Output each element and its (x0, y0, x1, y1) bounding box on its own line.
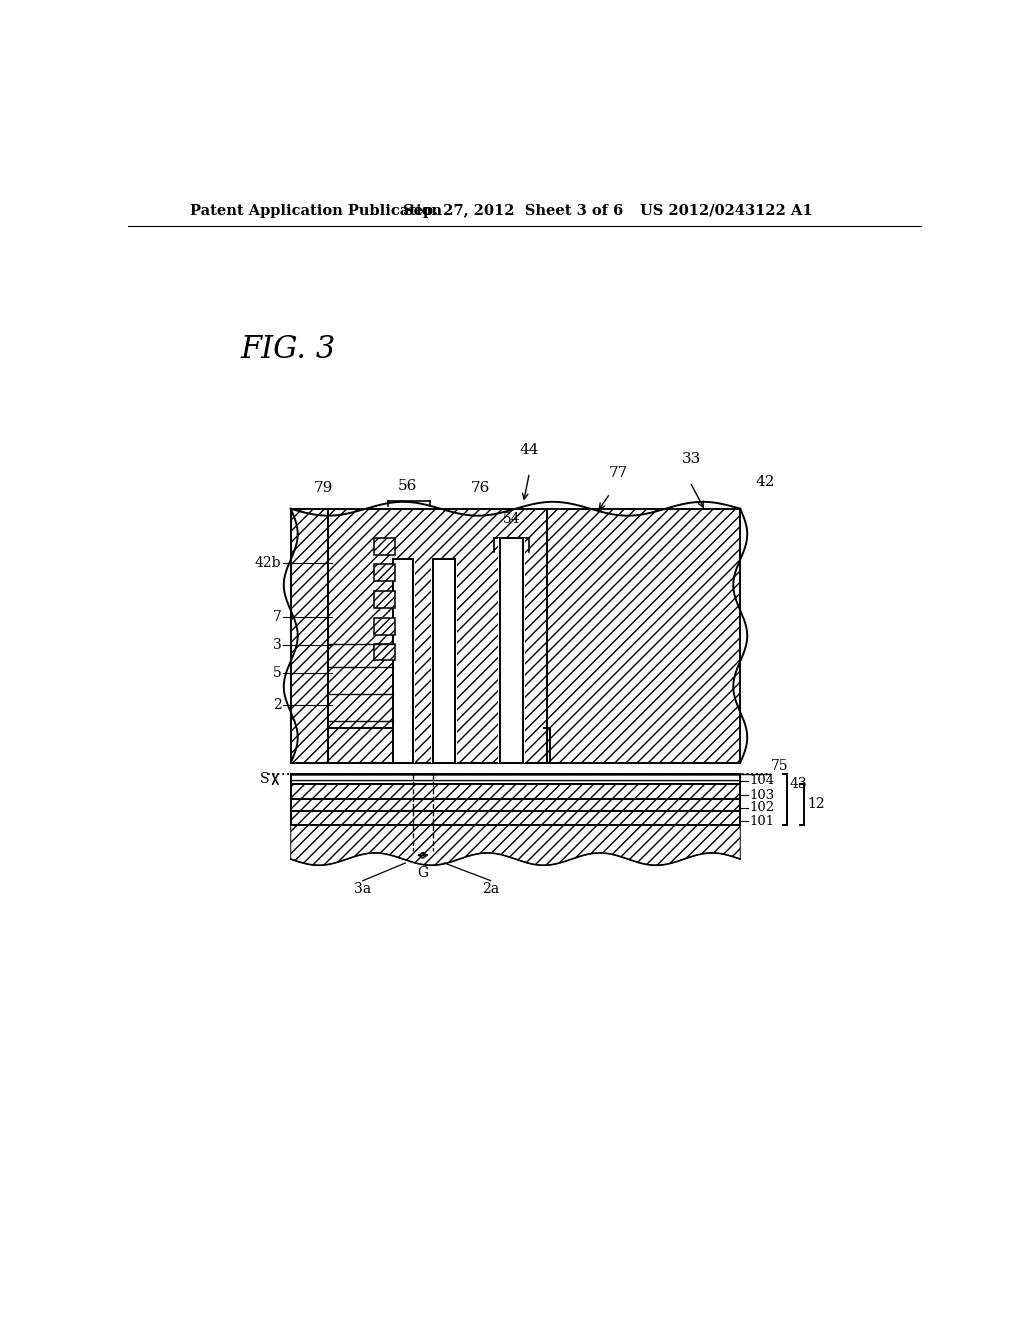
Text: 3: 3 (272, 638, 282, 652)
Text: 75: 75 (771, 759, 788, 774)
Text: 42b: 42b (255, 556, 282, 570)
Text: 76: 76 (471, 480, 490, 495)
Bar (291, 812, 740, 825)
Text: 79: 79 (313, 480, 333, 495)
Text: 54: 54 (503, 512, 520, 527)
Bar (431, 558, 457, 763)
Text: 101: 101 (750, 814, 775, 828)
Text: 33: 33 (682, 453, 701, 466)
Bar (432, 558, 455, 763)
Text: 2a: 2a (482, 882, 500, 896)
Text: 5: 5 (272, 665, 282, 680)
Bar (500, 539, 523, 763)
Text: FIG. 3: FIG. 3 (241, 334, 336, 364)
Bar (374, 618, 395, 635)
Text: 42: 42 (756, 475, 775, 490)
Text: 56: 56 (397, 479, 417, 494)
Bar (499, 539, 524, 763)
Bar (374, 564, 395, 581)
Bar (291, 799, 740, 812)
Bar (393, 558, 414, 763)
Bar (374, 644, 395, 660)
Bar (374, 591, 395, 609)
Text: 2: 2 (272, 698, 282, 711)
Bar (500, 539, 523, 763)
Bar (291, 775, 740, 784)
Text: 44: 44 (520, 444, 540, 457)
Text: 12: 12 (807, 797, 824, 812)
Text: S: S (259, 772, 269, 785)
Text: 102: 102 (750, 801, 775, 814)
Text: G: G (418, 866, 428, 880)
Bar (291, 784, 740, 799)
Text: 3a: 3a (354, 882, 372, 896)
Text: 43: 43 (790, 777, 808, 792)
Bar (374, 539, 395, 554)
Text: US 2012/0243122 A1: US 2012/0243122 A1 (640, 203, 812, 218)
Text: Patent Application Publication: Patent Application Publication (190, 203, 442, 218)
Text: Sep. 27, 2012  Sheet 3 of 6: Sep. 27, 2012 Sheet 3 of 6 (403, 203, 624, 218)
Text: 104: 104 (750, 774, 775, 787)
Text: 103: 103 (750, 788, 775, 801)
Text: 77: 77 (608, 466, 628, 480)
Text: 7: 7 (272, 610, 282, 623)
Bar (328, 508, 547, 763)
Bar (547, 508, 740, 763)
Bar (391, 558, 415, 763)
Bar (291, 508, 328, 763)
